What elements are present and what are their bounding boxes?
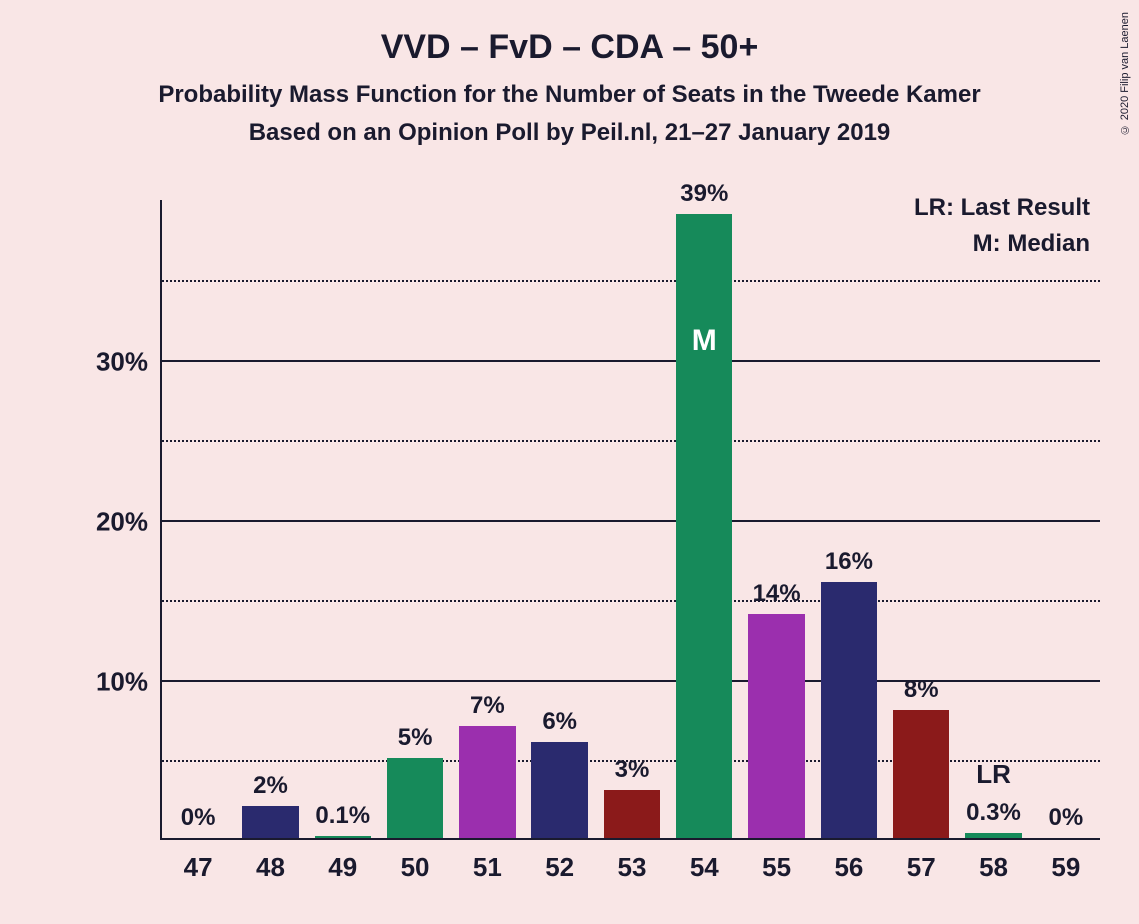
median-marker: M <box>692 324 717 358</box>
x-axis-label: 59 <box>1051 852 1080 883</box>
bar: 8% <box>893 710 949 838</box>
bar-value-label: 3% <box>615 756 650 784</box>
bar-value-label: 14% <box>753 580 801 608</box>
x-axis-label: 53 <box>618 852 647 883</box>
bar-value-label: 5% <box>398 724 433 752</box>
x-axis-label: 51 <box>473 852 502 883</box>
bar: 6% <box>531 742 587 838</box>
chart-title: VVD – FvD – CDA – 50+ <box>0 0 1139 67</box>
chart-subtitle-2: Based on an Opinion Poll by Peil.nl, 21–… <box>0 119 1139 147</box>
chart-area: LR: Last Result M: Median 10%20%30%0%472… <box>100 200 1100 840</box>
x-axis-label: 52 <box>545 852 574 883</box>
y-axis-label: 20% <box>96 507 148 538</box>
gridline-major: 10% <box>162 680 1100 682</box>
bar-value-label: 16% <box>825 548 873 576</box>
bar-value-label: 6% <box>542 708 577 736</box>
x-axis-label: 48 <box>256 852 285 883</box>
gridline-minor <box>162 440 1100 442</box>
x-axis-label: 47 <box>184 852 213 883</box>
legend-lr: LR: Last Result <box>914 194 1090 222</box>
chart-subtitle-1: Probability Mass Function for the Number… <box>0 81 1139 109</box>
gridline-minor <box>162 280 1100 282</box>
bar: 3% <box>604 790 660 838</box>
gridline-major: 20% <box>162 520 1100 522</box>
bar: 39%M <box>676 214 732 838</box>
bar-value-label: 7% <box>470 692 505 720</box>
bar-value-label: 0.1% <box>315 802 370 830</box>
legend: LR: Last Result M: Median <box>914 194 1090 258</box>
x-axis-label: 58 <box>979 852 1008 883</box>
bar: 0.3% <box>965 833 1021 838</box>
x-axis-label: 56 <box>834 852 863 883</box>
bar-value-label: 0% <box>1048 804 1083 832</box>
y-axis-label: 10% <box>96 667 148 698</box>
copyright-text: © 2020 Filip van Laenen <box>1119 12 1131 135</box>
gridline-major: 30% <box>162 360 1100 362</box>
bar: 16% <box>821 582 877 838</box>
gridline-minor <box>162 600 1100 602</box>
x-axis-label: 54 <box>690 852 719 883</box>
bar: 14% <box>748 614 804 838</box>
x-axis-label: 50 <box>401 852 430 883</box>
bar: 2% <box>242 806 298 838</box>
bar: 5% <box>387 758 443 838</box>
x-axis-label: 57 <box>907 852 936 883</box>
last-result-marker: LR <box>976 759 1011 790</box>
bar-value-label: 0% <box>181 804 216 832</box>
plot-region: LR: Last Result M: Median 10%20%30%0%472… <box>160 200 1100 840</box>
bar: 7% <box>459 726 515 838</box>
bar-value-label: 2% <box>253 772 288 800</box>
bar-value-label: 8% <box>904 676 939 704</box>
bar: 0.1% <box>315 836 371 838</box>
x-axis-label: 49 <box>328 852 357 883</box>
y-axis-label: 30% <box>96 347 148 378</box>
x-axis-label: 55 <box>762 852 791 883</box>
legend-m: M: Median <box>914 230 1090 258</box>
bar-value-label: 39% <box>680 180 728 208</box>
bar-value-label: 0.3% <box>966 799 1021 827</box>
